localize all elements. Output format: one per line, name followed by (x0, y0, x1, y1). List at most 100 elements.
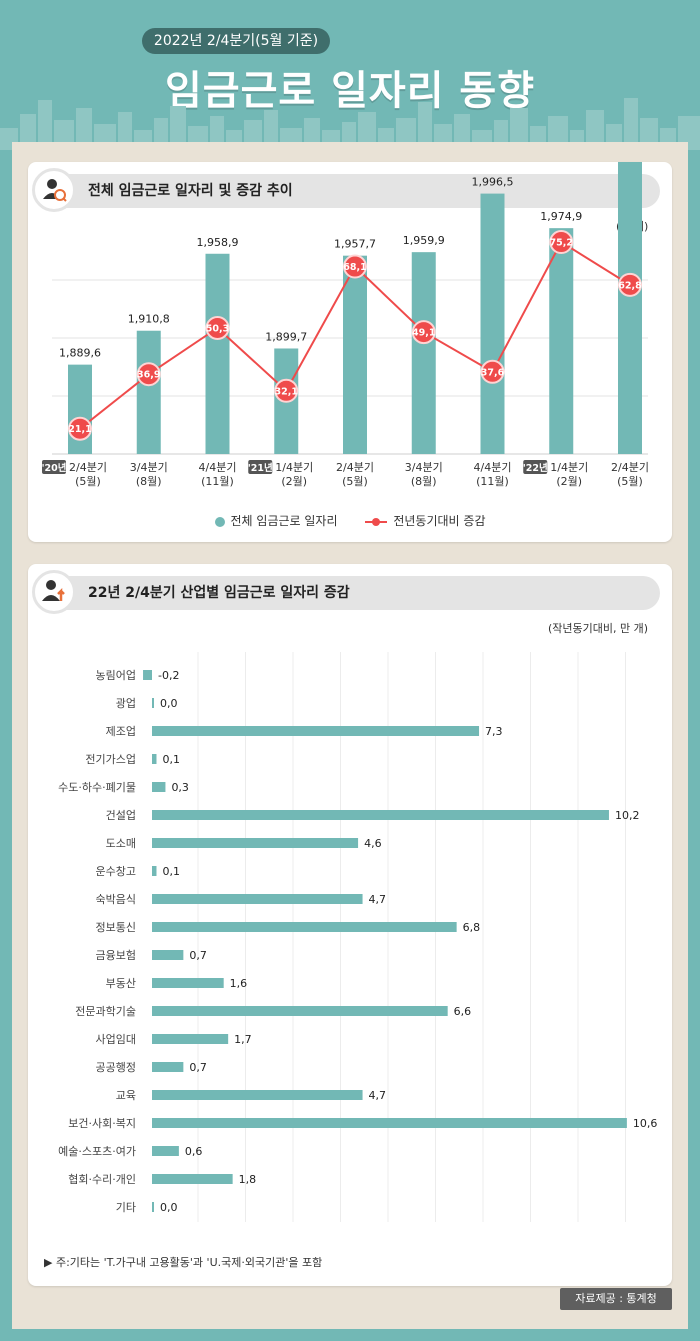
x-tick-label: (2월) (281, 475, 307, 488)
total-jobs-chart: 1,889,6 1,910,8 1,958,9 1,899,7 1,957,7 1,959… (42, 162, 649, 488)
category-label: 전문과학기술 (75, 1005, 136, 1018)
bar-value-label: 1,996,5 (472, 176, 514, 189)
line-point (136, 362, 161, 387)
x-tick-label: (8월) (136, 475, 162, 488)
bar (152, 978, 224, 988)
x-tick-label: 3/4분기 (405, 461, 443, 474)
section-header: 전체 임금근로 일자리 및 증감 추이 (32, 168, 660, 212)
x-tick-label: 2/4분기 (69, 461, 107, 474)
category-label: 사업임대 (96, 1033, 136, 1046)
legend-line-item: 전년동기대비 증감 (365, 512, 485, 529)
x-tick-label: (11월) (476, 475, 509, 488)
bar (152, 894, 363, 904)
category-label: 운수창고 (96, 865, 136, 878)
bar-value-label: 0,7 (189, 949, 207, 962)
category-label: 교육 (116, 1089, 136, 1102)
x-tick-label: 1/4분기 (275, 461, 313, 474)
bar-value-label: 1,958,9 (197, 236, 239, 249)
bar-value-label: 0,1 (162, 865, 180, 878)
x-tick-label: (5월) (342, 475, 368, 488)
bar-value-label: 0,0 (160, 1201, 178, 1214)
line-point (68, 416, 92, 441)
line-point (480, 359, 505, 384)
line-point (205, 315, 230, 340)
section-title: 전체 임금근로 일자리 및 증감 추이 (88, 183, 293, 199)
bar (152, 698, 154, 708)
x-tick-label: (5월) (617, 475, 643, 488)
period-pill: 2022년 2/4분기(5월 기준) (142, 28, 330, 54)
category-label: 농림어업 (96, 669, 136, 682)
category-label: 보건·사회·복지 (68, 1117, 136, 1130)
year-tag-label: '22년 (523, 462, 548, 474)
category-label: 광업 (116, 697, 136, 710)
industry-jobs-card: 22년 2/4분기 산업별 임금근로 일자리 증감 (작년동기대비, 만 개) … (28, 564, 672, 1286)
bar (480, 193, 505, 454)
bar (152, 782, 166, 792)
category-label: 기타 (116, 1201, 136, 1214)
year-tag-label: '21년 (248, 462, 273, 474)
bar (205, 253, 230, 454)
category-label: 전기가스업 (85, 753, 136, 766)
bar (143, 670, 152, 680)
bar-value-label: 1,889,6 (59, 347, 101, 360)
line-point (343, 254, 367, 279)
line-value-label: 21,1 (68, 424, 91, 435)
person-growth-icon (32, 570, 76, 614)
bar (549, 228, 574, 454)
source-badge: 자료제공 : 통계청 (560, 1288, 672, 1310)
bar-value-label: 1,6 (230, 977, 248, 990)
bar (136, 330, 161, 454)
section-title: 22년 2/4분기 산업별 임금근로 일자리 증감 (88, 585, 350, 601)
bar (152, 1146, 179, 1156)
bar (152, 1202, 154, 1212)
category-label: 협회·수리·개인 (68, 1173, 136, 1186)
bar (152, 1034, 229, 1044)
bar-value-label: 4,6 (364, 837, 382, 850)
category-label: 도소매 (106, 837, 136, 850)
bar (152, 1118, 627, 1128)
bar (152, 1006, 448, 1016)
line-point (549, 230, 574, 255)
total-jobs-card: 전체 임금근로 일자리 및 증감 추이 (만 개) 1,889,61,910,8… (28, 162, 672, 542)
category-label: 수도·하수·폐기물 (58, 780, 136, 794)
bar-value-label: 7,3 (485, 725, 503, 738)
bar-value-label: 0,0 (160, 697, 178, 710)
bar-value-label: 1,959,9 (403, 234, 445, 247)
bar-value-label: 0,7 (189, 1061, 207, 1074)
bar (152, 1174, 233, 1184)
line-value-label: 50,3 (206, 323, 229, 334)
bar-value-label: 4,7 (369, 893, 387, 906)
category-label: 건설업 (106, 809, 136, 822)
x-tick-label: (2월) (556, 475, 582, 488)
section-header: 22년 2/4분기 산업별 임금근로 일자리 증감 (32, 570, 660, 614)
bar-value-label: 10,6 (633, 1117, 658, 1130)
x-tick-label: 4/4분기 (474, 461, 512, 474)
bar-value-label: 1,910,8 (128, 313, 170, 326)
bar (152, 1090, 363, 1100)
line-point (274, 378, 299, 403)
bar (152, 950, 184, 960)
category-label: 부동산 (106, 977, 136, 990)
x-tick-label: 3/4분기 (130, 461, 168, 474)
bar-value-label: 0,3 (171, 781, 189, 794)
bar-value-label: 1,974,9 (540, 210, 582, 223)
x-tick-label: (8월) (411, 475, 437, 488)
line-value-label: 49,1 (412, 328, 435, 339)
category-label: 제조업 (106, 725, 136, 738)
bar (411, 252, 436, 454)
footnote: ▶ 주:기타는 'T.가구내 고용활동'과 'U.국제·외국기관'을 포함 (44, 1256, 323, 1269)
year-tag-label: '20년 (42, 462, 67, 474)
legend-bar-swatch (214, 516, 225, 527)
category-label: 공공행정 (96, 1061, 136, 1074)
chart-unit: (작년동기대비, 만 개) (548, 622, 649, 635)
x-tick-label: 2/4분기 (611, 461, 649, 474)
chart-legend: 전체 임금근로 일자리 전년동기대비 증감 (28, 512, 672, 529)
line-value-label: 37,6 (481, 367, 505, 378)
year-tag (42, 460, 66, 474)
bar (618, 162, 642, 454)
bar-value-label: 1,8 (239, 1173, 257, 1186)
page-title: 임금근로 일자리 동향 (164, 68, 536, 114)
bar (152, 838, 359, 848)
header-banner: 2022년 2/4분기(5월 기준) 임금근로 일자리 동향 (0, 0, 700, 150)
category-label: 예술·스포츠·여가 (58, 1145, 136, 1158)
